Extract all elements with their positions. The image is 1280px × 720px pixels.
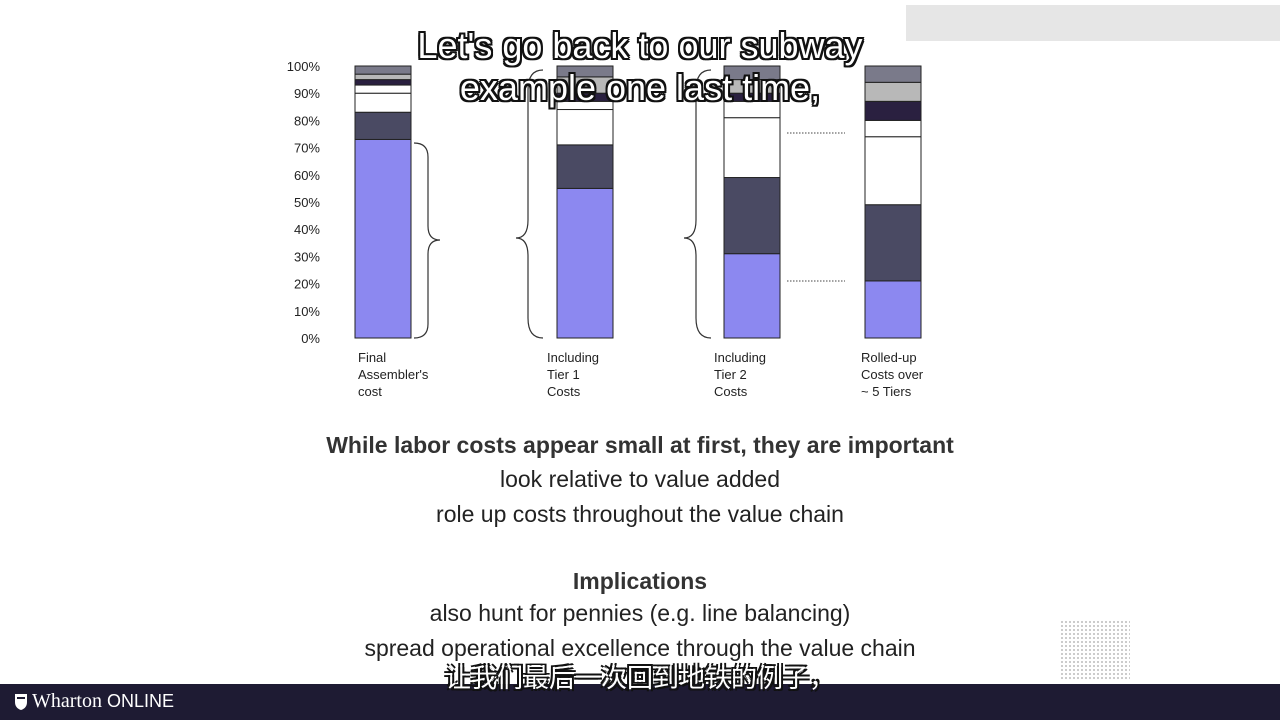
bar-segment <box>354 138 412 339</box>
bar-segment <box>723 253 781 339</box>
brace-purchased-parts <box>413 142 441 339</box>
heading-implications: Implications <box>572 568 708 594</box>
y-tick-label: 60% <box>294 168 320 183</box>
category-label: Including Tier 1 Costs <box>547 350 599 399</box>
bar-segment <box>556 109 614 146</box>
bar-segment <box>556 187 614 339</box>
y-tick-label: 40% <box>294 222 320 237</box>
category-label: Including Tier 2 Costs <box>714 350 766 399</box>
y-tick-label: 100% <box>287 59 321 74</box>
caption-english-line2: example one last time, <box>459 67 821 108</box>
bar-segment <box>864 280 922 339</box>
category-label: Rolled-up Costs over ~ 5 Tiers <box>861 350 924 399</box>
category-label: Final Assembler's cost <box>358 350 429 399</box>
point-hunt-pennies: also hunt for pennies (e.g. line balanci… <box>429 600 851 626</box>
wharton-online-logo[interactable]: Wharton ONLINE <box>14 690 174 713</box>
bar-segment <box>864 136 922 206</box>
point-roll-up: role up costs throughout the value chain <box>436 501 844 527</box>
bar-segment <box>864 65 922 83</box>
y-tick-label: 30% <box>294 249 320 264</box>
shield-icon <box>15 693 27 710</box>
bar-segment <box>723 117 781 179</box>
bar-segment <box>354 111 412 140</box>
bar-segment <box>354 65 412 75</box>
brace-parts-material-left <box>515 69 544 339</box>
y-tick-label: 90% <box>294 86 320 101</box>
top-right-gray-box <box>906 5 1280 41</box>
stacked-bar-chart: 0% 10% 20% 30% 40% 50% 60% 70% 80% 90% 100% Final A… <box>287 59 924 399</box>
y-tick-label: 80% <box>294 113 320 128</box>
brand-name: Wharton <box>32 690 102 712</box>
bar-segment <box>723 65 781 81</box>
bar-segment <box>864 119 922 138</box>
y-tick-label: 50% <box>294 195 320 210</box>
brace-parts-material-right <box>683 69 712 339</box>
y-tick-label: 0% <box>301 331 320 346</box>
point-operational-excellence: spread operational excellence through th… <box>364 635 916 661</box>
bar-segment <box>864 204 922 282</box>
y-tick-label: 10% <box>294 304 320 319</box>
bar-segment <box>556 144 614 189</box>
caption-english-line1: Let's go back to our subway <box>417 25 863 66</box>
bar-segment <box>556 65 614 78</box>
point-value-added: look relative to value added <box>499 466 781 492</box>
bar-segment <box>723 177 781 255</box>
decorative-dot-pattern <box>1060 620 1130 680</box>
caption-chinese: 让我们最后一次回到地铁的例子， <box>444 664 835 694</box>
y-tick-label: 70% <box>294 141 320 156</box>
footer-bar: Wharton ONLINE <box>0 684 1280 720</box>
brand-suffix: ONLINE <box>106 691 175 711</box>
heading-labor-costs: While labor costs appear small at first,… <box>326 432 954 458</box>
y-tick-label: 20% <box>294 277 320 292</box>
